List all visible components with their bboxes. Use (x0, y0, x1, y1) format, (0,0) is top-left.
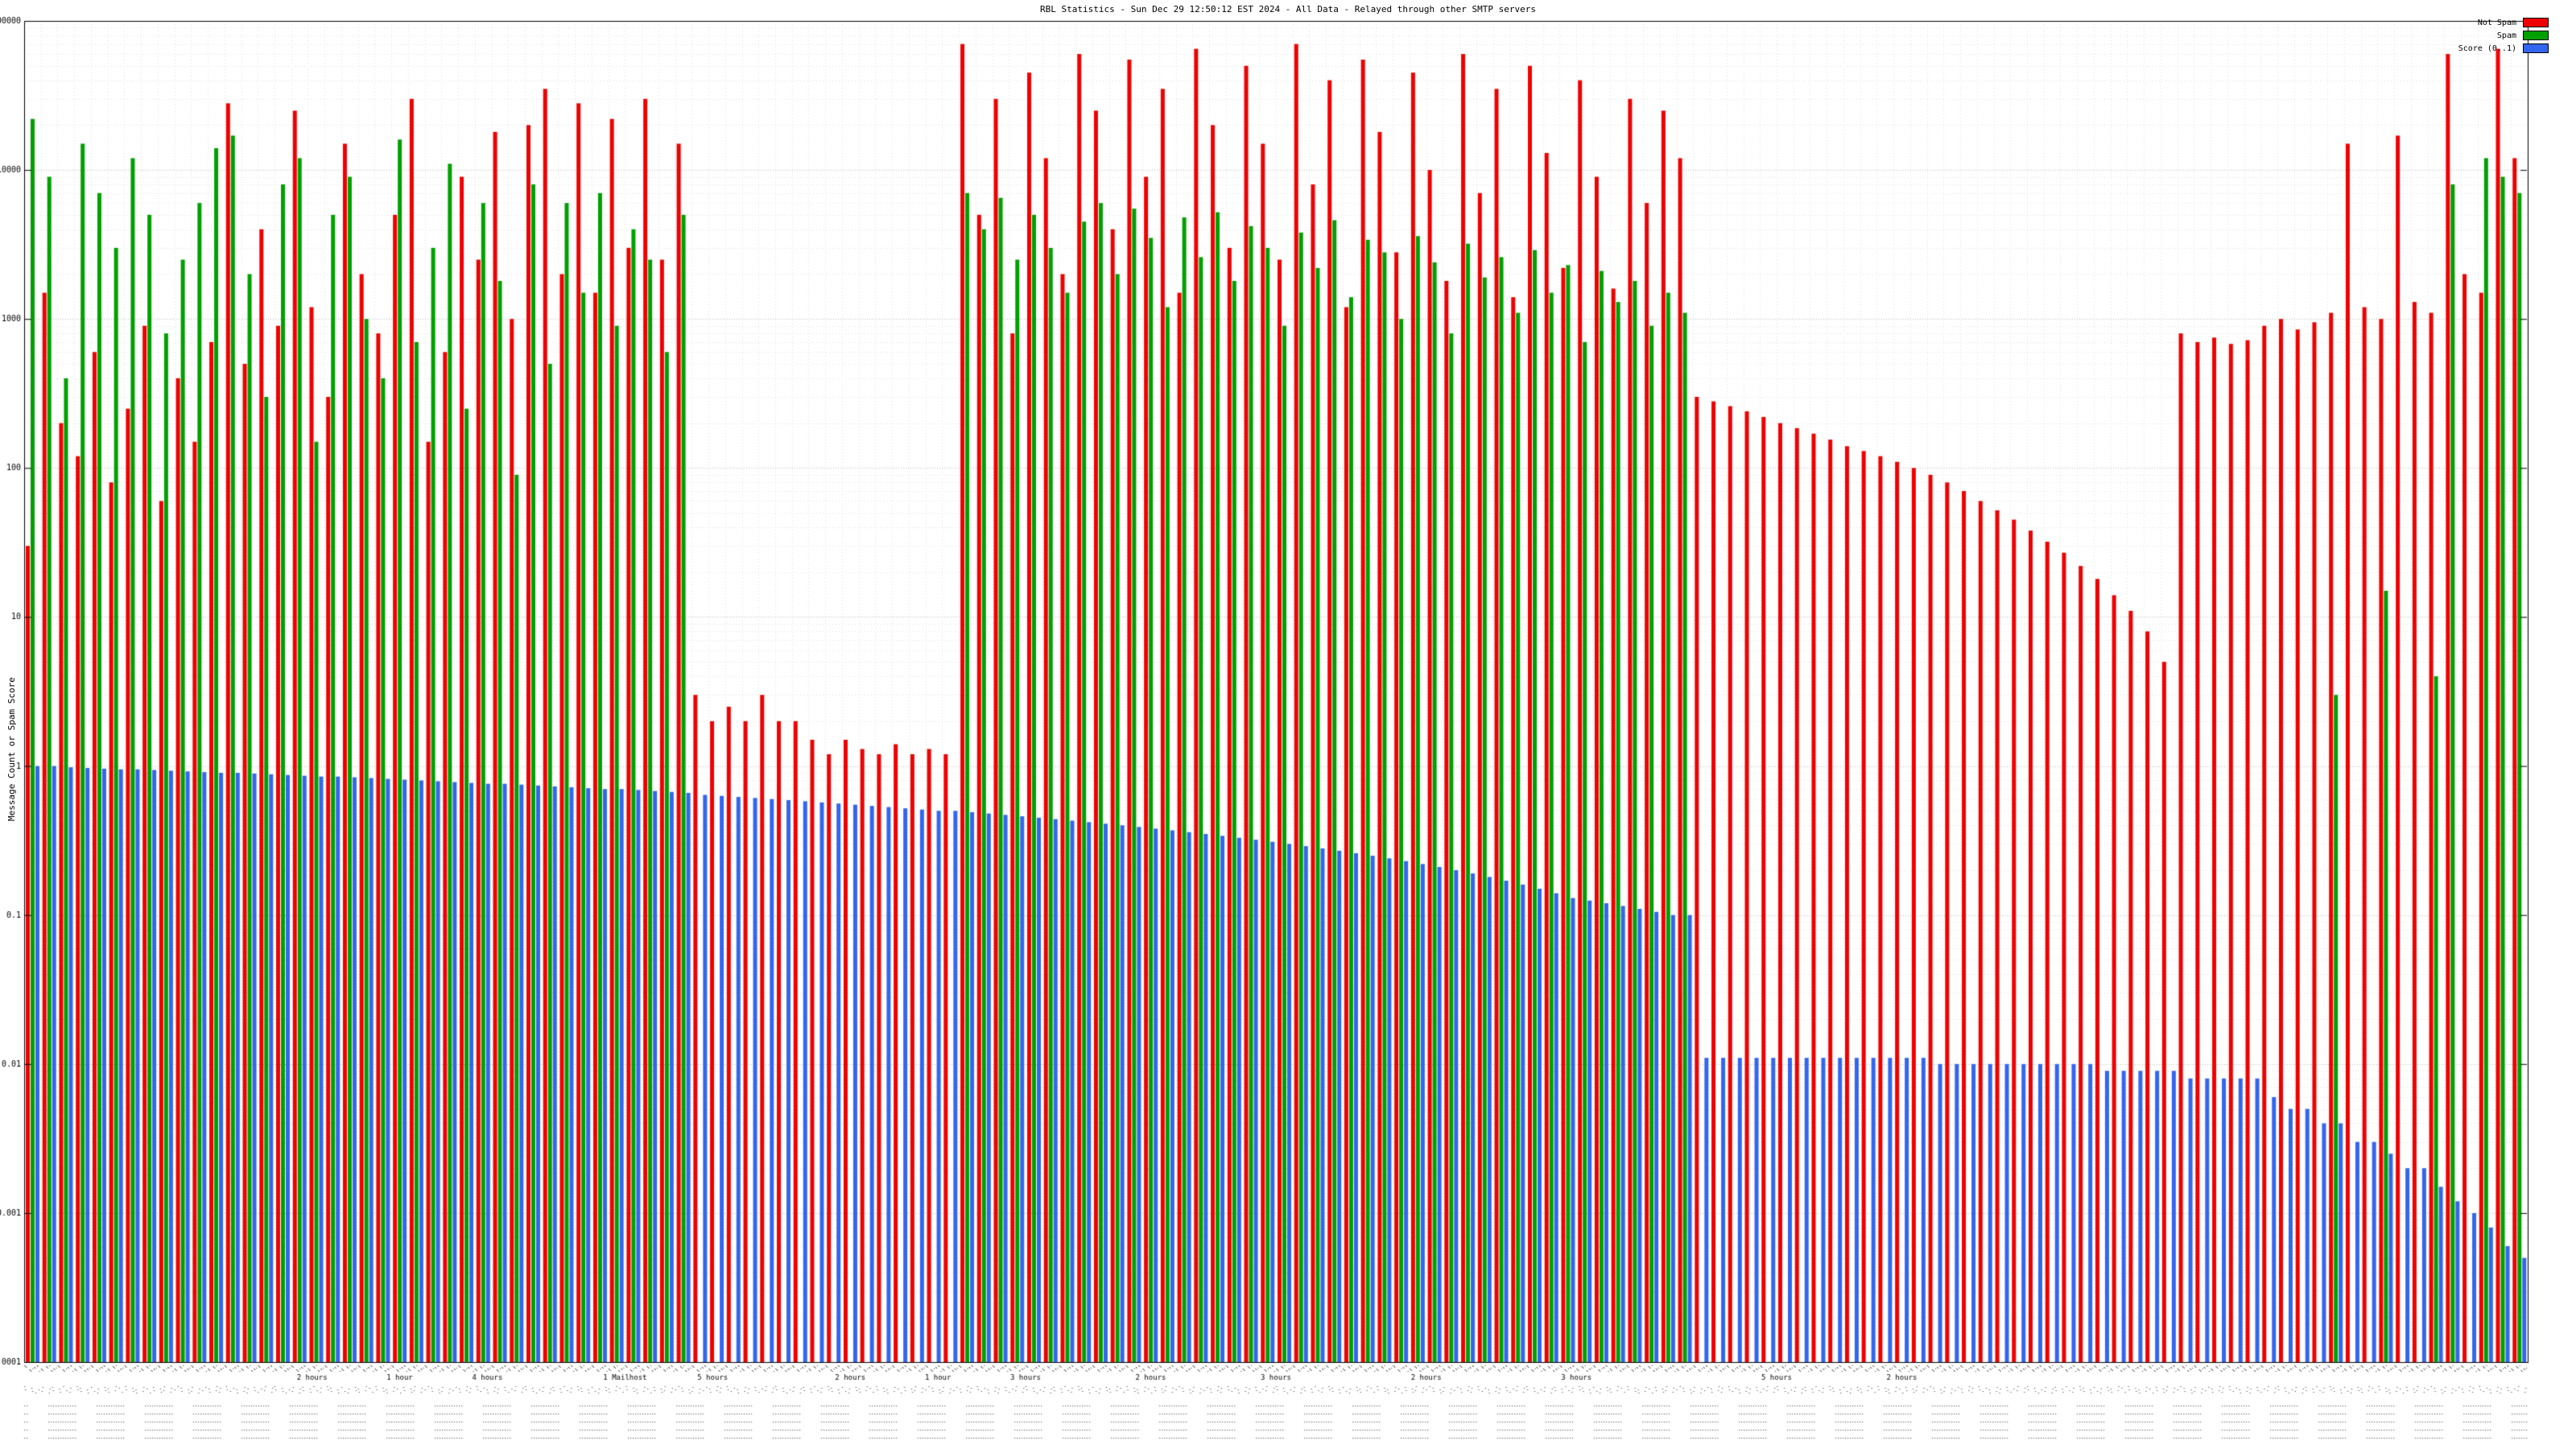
legend: Not Spam Spam Score (0..1) (2458, 18, 2549, 53)
legend-label-spam: Spam (2496, 31, 2516, 40)
legend-entry-spam: Spam (2497, 31, 2549, 40)
y-axis-label: Message Count or Spam Score (6, 677, 17, 821)
legend-entry-not-spam: Not Spam (2478, 18, 2549, 27)
legend-label-not-spam: Not Spam (2477, 18, 2516, 27)
chart-title: RBL Statistics - Sun Dec 29 12:50:12 EST… (1040, 4, 1536, 14)
score-color-swatch (2523, 43, 2549, 53)
legend-entry-score: Score (0..1) (2458, 43, 2549, 53)
legend-label-score: Score (0..1) (2458, 43, 2516, 53)
not-spam-color-swatch (2523, 18, 2549, 27)
spam-color-swatch (2523, 31, 2549, 40)
